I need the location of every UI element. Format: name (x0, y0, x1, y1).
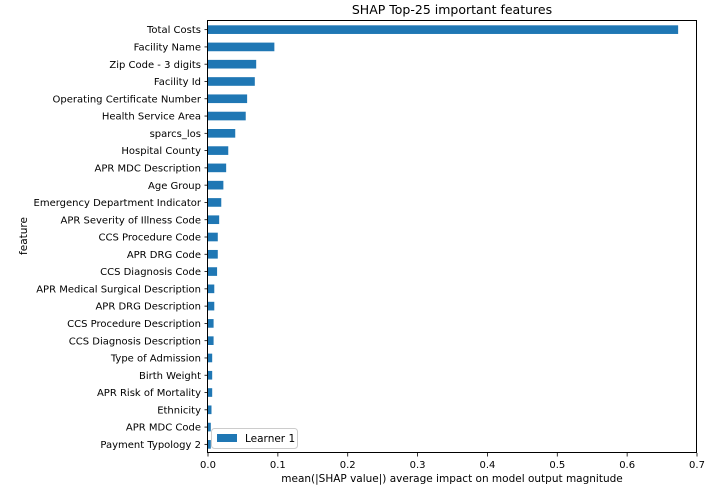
y-tick-label: Birth Weight (139, 371, 201, 382)
bar (208, 198, 222, 207)
chart-title: SHAP Top-25 important features (352, 2, 552, 17)
plot-frame (207, 20, 697, 453)
x-tick-label: 0.4 (479, 460, 495, 471)
y-tick-label: APR Severity of Illness Code (61, 215, 202, 226)
x-tick-label: 0.2 (340, 460, 356, 471)
y-tick-label: APR DRG Code (127, 250, 201, 261)
legend-label: Learner 1 (245, 433, 295, 445)
bar (208, 25, 679, 34)
x-tick-label: 0.7 (689, 460, 705, 471)
y-tick-label: Ethnicity (157, 405, 201, 416)
y-tick-label: Health Service Area (102, 112, 201, 123)
x-tick-label: 0.1 (270, 460, 286, 471)
y-tick-label: Emergency Department Indicator (34, 198, 202, 209)
y-tick-label: Total Costs (146, 25, 201, 36)
bar (208, 319, 214, 328)
y-tick-labels: Total Costs Facility Name Zip Code - 3 dig… (34, 25, 208, 451)
bar (208, 111, 246, 121)
y-tick-label: Operating Certificate Number (53, 94, 202, 105)
legend-swatch (217, 434, 237, 442)
bar (208, 370, 213, 380)
bar (208, 94, 248, 104)
legend-box (211, 428, 298, 449)
x-tick-label: 0.3 (410, 460, 426, 471)
y-tick-label: Zip Code - 3 digits (109, 60, 201, 71)
bar (208, 353, 213, 363)
bar (208, 146, 229, 155)
bar (208, 180, 224, 190)
y-tick-label: Payment Typology 2 (100, 440, 201, 451)
bar (208, 301, 215, 311)
y-tick-label: CCS Diagnosis Description (69, 336, 201, 347)
y-tick-label: Facility Name (134, 43, 201, 54)
bar (208, 249, 218, 259)
y-tick-label: Age Group (148, 181, 201, 192)
bar (208, 336, 214, 345)
bar (208, 267, 218, 276)
y-axis-label: feature (18, 217, 30, 255)
y-tick-label: Facility Id (154, 77, 201, 88)
y-tick-label: Type of Admission (110, 354, 201, 365)
bars-group (208, 25, 679, 449)
bar (208, 129, 236, 138)
bar (208, 163, 227, 173)
y-tick-label: CCS Diagnosis Code (100, 267, 201, 278)
y-tick-label: CCS Procedure Code (98, 233, 201, 244)
bar (208, 388, 213, 397)
legend: Learner 1 (211, 428, 298, 449)
bar (208, 215, 220, 225)
bar (208, 440, 211, 449)
bar (208, 232, 218, 242)
x-tick-label: 0.6 (619, 460, 635, 471)
y-tick-label: CCS Procedure Description (67, 319, 201, 330)
bar (208, 77, 255, 86)
bar (208, 422, 211, 432)
x-tick-label: 0.0 (200, 460, 216, 471)
x-ticks: 0.0 0.1 0.2 0.3 0.4 0.5 0.6 0.7 (200, 453, 705, 471)
y-tick-label: sparcs_los (150, 129, 201, 140)
bar (208, 405, 212, 415)
y-tick-label: APR Medical Surgical Description (36, 284, 201, 295)
bar (208, 42, 275, 52)
y-tick-label: Hospital County (121, 146, 201, 157)
x-axis-label: mean(|SHAP value|) average impact on mod… (281, 473, 623, 485)
x-tick-label: 0.5 (549, 460, 565, 471)
y-tick-label: APR MDC Description (95, 163, 201, 174)
y-tick-label: APR MDC Code (126, 423, 201, 434)
y-tick-label: APR DRG Description (95, 302, 201, 313)
bar (208, 59, 257, 69)
bar (208, 284, 215, 294)
y-tick-label: APR Risk of Mortality (97, 388, 201, 399)
